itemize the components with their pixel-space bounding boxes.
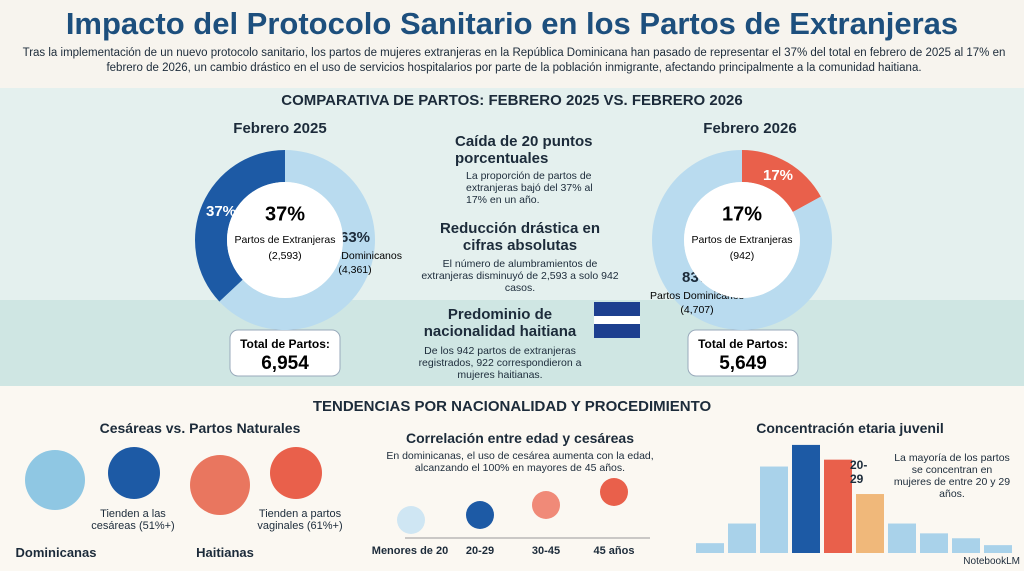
group-name: Dominicanas <box>15 545 97 560</box>
bar <box>888 523 916 553</box>
total-box <box>687 329 799 377</box>
subtitle: Correlación entre edad y cesáreas <box>405 430 634 446</box>
bar <box>760 466 788 553</box>
point-body: El número de alumbramientos de extranjer… <box>421 258 619 294</box>
title: Impacto del Protocolo Sanitario en los P… <box>65 6 959 41</box>
bar <box>984 545 1012 553</box>
figure <box>190 455 250 515</box>
age-label: 45 años <box>593 545 635 557</box>
icon <box>466 501 494 529</box>
pie-slice <box>652 150 833 330</box>
bar <box>856 494 884 553</box>
section-title: COMPARATIVA DE PARTOS: FEBRERO 2025 VS. … <box>281 92 743 109</box>
pie-slice <box>195 150 285 302</box>
center-label: Partos de Extranjeras <box>692 234 793 246</box>
point-heading: Caída de 20 puntos porcentuales <box>455 133 593 167</box>
section-title: TENDENCIAS POR NACIONALIDAD Y PROCEDIMIE… <box>312 398 712 415</box>
chart-title: Febrero 2026 <box>703 120 797 137</box>
floor <box>0 300 1024 386</box>
section-band <box>0 386 1024 571</box>
count-label: (4,707) <box>680 304 713 316</box>
annotation: 20-29 <box>850 458 868 486</box>
value-label: 63% <box>340 229 370 246</box>
bar <box>824 459 852 553</box>
bar <box>920 533 948 553</box>
icon <box>397 506 425 534</box>
donut-hole <box>227 182 343 298</box>
total-value: 6,954 <box>261 353 309 374</box>
center-value: 37% <box>265 203 305 225</box>
age-label: 20-29 <box>465 545 495 557</box>
footer: NotebookLM <box>963 556 1020 567</box>
center-count: (942) <box>730 250 755 262</box>
total-label: Total de Partos: <box>240 337 330 351</box>
age-label: Menores de 20 <box>371 545 449 557</box>
flag <box>594 316 640 324</box>
icon <box>108 447 160 499</box>
figure <box>25 450 85 510</box>
center-value: 17% <box>722 203 762 225</box>
donut-hole <box>684 182 800 298</box>
bar <box>792 444 820 553</box>
point-heading: Predominio de nacionalidad haitiana <box>423 306 577 340</box>
total-label: Total de Partos: <box>698 337 788 351</box>
point-body: De los 942 partos de extranjeras registr… <box>418 345 582 381</box>
bar <box>696 543 724 553</box>
center-label: Partos de Extranjeras <box>235 234 336 246</box>
intro: Tras la implementación de un nuevo proto… <box>22 47 1006 74</box>
group-name: Haitianas <box>196 545 254 560</box>
note: La mayoría de los partos se concentran e… <box>893 452 1011 500</box>
point-body: La proporción de partos de extranjeras b… <box>466 170 593 206</box>
group-note: Tienden a partos vaginales (61%+) <box>257 508 343 532</box>
chart-title: Febrero 2025 <box>233 120 327 137</box>
age-label: 30-45 <box>531 545 561 557</box>
bar <box>728 523 756 553</box>
chart-title: Concentración etaria juvenil <box>756 420 944 436</box>
bar <box>952 538 980 553</box>
group-note: Tienden a las cesáreas (51%+) <box>91 508 175 532</box>
center-count: (2,593) <box>268 250 301 262</box>
total-value: 5,649 <box>719 353 767 374</box>
icon <box>532 491 560 519</box>
icon <box>600 478 628 506</box>
icon <box>270 447 322 499</box>
pie-slice <box>742 150 821 213</box>
subtitle-body: En dominicanas, el uso de cesárea aument… <box>386 450 654 474</box>
pie-slice <box>219 150 375 330</box>
count-label: (4,361) <box>338 264 371 276</box>
subtitle: Cesáreas vs. Partos Naturales <box>99 420 301 436</box>
value-label: 17% <box>763 167 793 184</box>
point-heading: Reducción drástica en cifras absolutas <box>439 220 601 254</box>
value-label: 37% <box>206 203 236 220</box>
